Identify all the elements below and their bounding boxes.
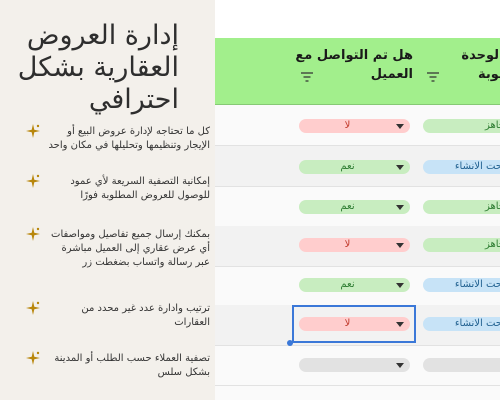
chevron-down-icon	[396, 243, 404, 248]
contacted-dropdown[interactable]: لا	[299, 119, 410, 133]
header-contacted[interactable]: هل تم التواصل مع العميل	[295, 48, 413, 82]
contacted-dropdown[interactable]: لا	[299, 317, 410, 331]
contacted-dropdown[interactable]: لا	[299, 238, 410, 252]
chevron-down-icon	[396, 322, 404, 327]
sparkle-icon	[26, 174, 40, 188]
header-row: هل تم التواصل مع العميل حالة الوحدة المط…	[215, 38, 500, 105]
spreadsheet[interactable]: هل تم التواصل مع العميل حالة الوحدة المط…	[215, 0, 500, 400]
table-row: لا تحت الانشاء	[215, 305, 500, 346]
feature-item: بمكنك إرسال جميع تفاصيل ومواصفات أي عرض …	[26, 227, 210, 270]
unit-status-chip[interactable]: تحت الانشاء	[423, 317, 500, 331]
filter-icon[interactable]	[301, 72, 313, 82]
feature-text: إمكانية التصفية السريعة لأي عمود للوصول …	[70, 176, 210, 201]
header-unit-status[interactable]: حالة الوحدة المطلوبة	[461, 48, 500, 82]
feature-text: بمكنك إرسال جميع تفاصيل ومواصفات أي عرض …	[51, 229, 210, 268]
table-row: نعم جاهز	[215, 187, 500, 228]
table-row: لا جاهز	[215, 105, 500, 146]
chevron-down-icon	[396, 205, 404, 210]
contacted-dropdown[interactable]: نعم	[299, 200, 410, 214]
contacted-dropdown[interactable]: نعم	[299, 278, 410, 292]
sparkle-icon	[26, 124, 40, 138]
unit-status-chip[interactable]: جاهز	[423, 119, 500, 133]
feature-text: كل ما تحتاجه لإدارة عروض البيع أو الإيجا…	[48, 126, 210, 151]
unit-status-chip[interactable]: تحت الانشاء	[423, 278, 500, 292]
unit-status-chip[interactable]	[423, 358, 500, 372]
contacted-dropdown[interactable]: نعم	[299, 160, 410, 174]
promo-title: إدارة العروض العقارية بشكل احترافي	[17, 20, 179, 115]
sparkle-icon	[26, 301, 40, 315]
feature-text: تصفية العملاء حسب الطلب أو المدينة بشكل …	[54, 353, 210, 378]
chevron-down-icon	[396, 363, 404, 368]
promo-panel: إدارة العروض العقارية بشكل احترافي كل ما…	[0, 0, 215, 400]
table-row: لا جاهز	[215, 226, 500, 267]
filter-icon[interactable]	[427, 72, 439, 82]
chevron-down-icon	[396, 283, 404, 288]
contacted-dropdown[interactable]	[299, 358, 410, 372]
chevron-down-icon	[396, 124, 404, 129]
unit-status-chip[interactable]: جاهز	[423, 238, 500, 252]
feature-item: تصفية العملاء حسب الطلب أو المدينة بشكل …	[26, 351, 210, 380]
feature-item: ترتيب وادارة عدد غير محدد من العقارات	[26, 301, 210, 330]
table-row	[215, 345, 500, 386]
chevron-down-icon	[396, 165, 404, 170]
feature-item: كل ما تحتاجه لإدارة عروض البيع أو الإيجا…	[26, 124, 210, 153]
sparkle-icon	[26, 351, 40, 365]
feature-item: إمكانية التصفية السريعة لأي عمود للوصول …	[26, 174, 210, 203]
feature-text: ترتيب وادارة عدد غير محدد من العقارات	[81, 303, 210, 328]
table-row: نعم تحت الانشاء	[215, 266, 500, 307]
table-row: نعم تحت الانشاء	[215, 146, 500, 187]
cell-selection	[292, 305, 416, 343]
fill-handle[interactable]	[287, 340, 293, 346]
sparkle-icon	[26, 227, 40, 241]
sheet-top-strip	[215, 0, 500, 38]
unit-status-chip[interactable]: تحت الانشاء	[423, 160, 500, 174]
unit-status-chip[interactable]: جاهز	[423, 200, 500, 214]
